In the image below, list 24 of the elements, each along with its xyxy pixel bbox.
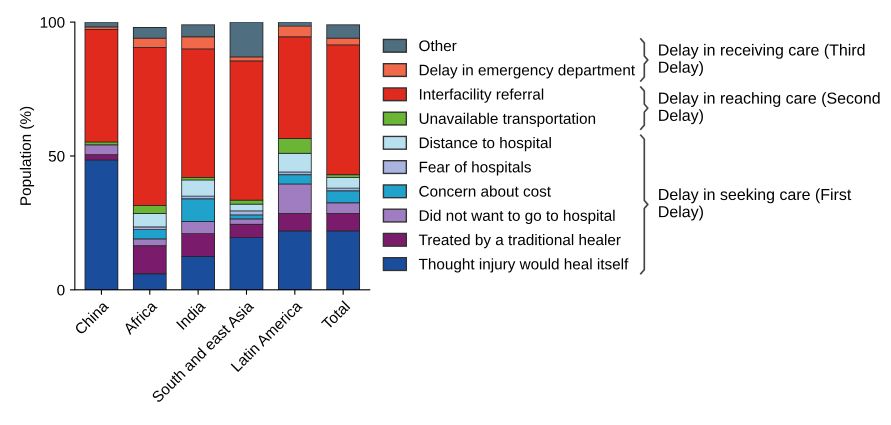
text: Delay in receiving care (Third Delay)	[659, 44, 864, 76]
legend-label: Treated by a traditional healer	[418, 234, 621, 248]
bar	[230, 60, 264, 201]
legend-label: Unavailable transportation	[420, 112, 596, 127]
text: Delay in seeking care (First Delay)	[659, 188, 852, 220]
legend-label: Interfacility referral	[420, 88, 544, 103]
legend-label: Did not want to go to hospital	[420, 210, 615, 224]
legend-label: Delay in emergency department	[420, 64, 635, 78]
y-tick-label: 0	[57, 284, 65, 296]
bar	[84, 22, 118, 28]
y-tick-label: 50	[48, 150, 65, 162]
legend-label: Concern about cost	[419, 186, 551, 197]
legend-label: Fear of hospitals	[420, 161, 531, 176]
text: Delay in reaching care (Second Delay)	[659, 92, 880, 124]
bar	[230, 204, 264, 212]
legend-label: Other	[419, 40, 457, 52]
legend-label: Thought injury would heal itself	[418, 258, 628, 273]
y-tick-label: 100	[40, 16, 65, 28]
bar	[181, 180, 215, 197]
bar	[326, 176, 360, 189]
legend-label: Distance to hospital	[420, 136, 551, 152]
bar	[230, 22, 264, 58]
bar	[84, 29, 118, 142]
y-axis-title: Population (%)	[20, 106, 34, 205]
